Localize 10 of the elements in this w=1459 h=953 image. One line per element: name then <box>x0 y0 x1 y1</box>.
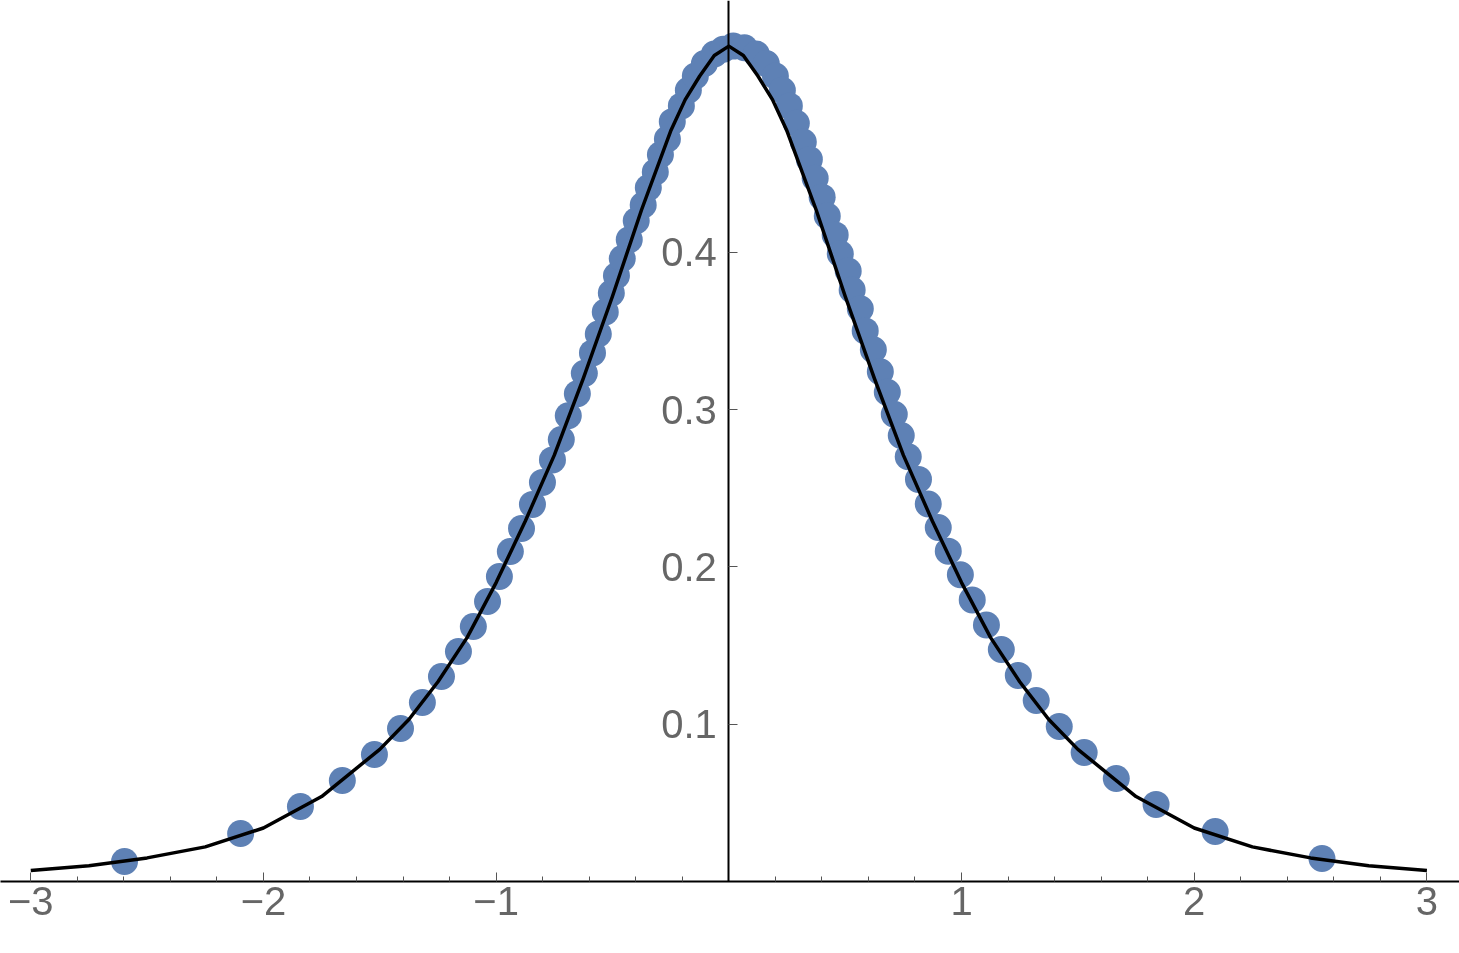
x-tick-label: 2 <box>1183 878 1206 923</box>
x-tick-label: −3 <box>7 878 54 923</box>
x-tick-label: 3 <box>1415 878 1439 923</box>
y-tick-label: 0.4 <box>661 230 717 275</box>
y-tick-label: 0.3 <box>661 387 717 432</box>
x-tick-label: 1 <box>950 878 973 923</box>
y-tick-label: 0.2 <box>661 544 717 589</box>
x-tick-label: −2 <box>240 878 287 923</box>
x-tick-label: −1 <box>473 878 519 923</box>
y-tick-label: 0.1 <box>661 702 717 747</box>
